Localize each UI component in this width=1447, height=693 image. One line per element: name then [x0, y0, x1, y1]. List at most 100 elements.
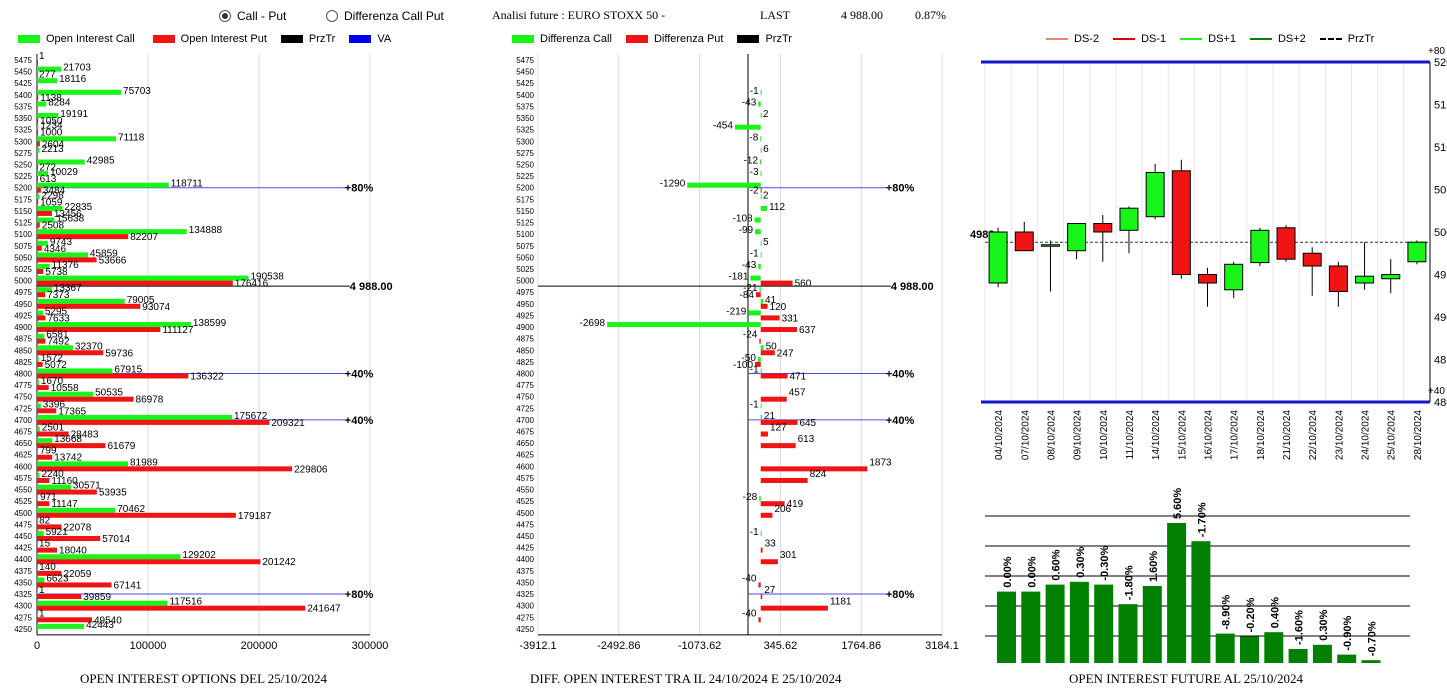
value-label: 637: [799, 325, 816, 336]
value-label: 301: [780, 550, 797, 561]
date-label: 24/10/2024: [1361, 410, 1372, 460]
date-label: 21/10/2024: [1282, 410, 1293, 460]
bar-put: [37, 570, 62, 576]
bar-put: [37, 268, 44, 274]
legend-right: DS-2 DS-1 DS+1 DS+2 PrzTr: [1046, 33, 1388, 45]
value-label: 45859: [90, 248, 118, 259]
bar-put: [37, 60, 38, 65]
value-label: 27: [764, 585, 776, 596]
value-label: 971: [40, 492, 57, 503]
bar-put: [37, 617, 92, 623]
strike-label: 4250: [14, 625, 32, 634]
value-label: -1: [750, 248, 759, 259]
value-label: 1572: [41, 353, 64, 364]
bar-call: [760, 240, 762, 246]
value-label: 57014: [102, 534, 130, 545]
bar-put: [37, 141, 40, 147]
legend-item-put: Open Interest Put: [152, 33, 267, 45]
strike-label: 5200: [14, 184, 32, 193]
bar-value-label: 0.60%: [1051, 549, 1063, 580]
value-label: 112: [769, 202, 785, 213]
bar-put: [760, 396, 787, 402]
value-label: -99: [739, 225, 754, 236]
bar-put: [37, 222, 40, 228]
strike-label: 5250: [14, 160, 32, 169]
bar-call: [760, 113, 762, 119]
strike-label: 4350: [516, 578, 534, 587]
bar-put: [760, 327, 797, 333]
value-label: 3484: [43, 186, 66, 197]
candle-body: [1119, 207, 1139, 231]
legend-item-diff-put: Differenza Put: [625, 33, 723, 45]
value-label: 2213: [41, 144, 64, 155]
strike-label: 4950: [516, 300, 534, 309]
bar-call: [37, 600, 168, 606]
bar-put: [37, 605, 306, 611]
value-label: 3396: [43, 399, 66, 410]
bar-call: [754, 217, 761, 223]
value-label: 471: [790, 371, 807, 382]
y-tick-label: 5050: [1434, 185, 1447, 197]
value-label: 13742: [54, 453, 82, 464]
value-label: -100: [733, 360, 753, 371]
strike-label: 5175: [14, 195, 32, 204]
prztr-label: 4 988.00: [350, 281, 393, 293]
value-label: 21: [764, 411, 776, 422]
value-label: 129202: [182, 550, 216, 561]
strike-label: 4400: [516, 555, 534, 564]
bar-call: [37, 368, 113, 374]
legend-swatch: [1319, 38, 1342, 40]
value-label: 127: [770, 423, 787, 434]
value-label: 2240: [41, 469, 64, 480]
radio-unselected-icon[interactable]: [326, 10, 338, 22]
strike-label: 4375: [14, 567, 32, 576]
value-label: 209321: [271, 418, 305, 429]
bar-put: [37, 303, 141, 309]
radio-selected-icon[interactable]: [219, 10, 231, 22]
strike-label: 4800: [516, 369, 534, 378]
bar-call: [760, 159, 762, 165]
x-tick-label: 3184.1: [925, 640, 959, 652]
strike-label: 4325: [14, 590, 32, 599]
bar-put: [37, 559, 261, 565]
bar-put: [760, 373, 788, 379]
bar-put: [37, 536, 101, 542]
value-label: 22835: [64, 202, 92, 213]
candle-body: [1328, 265, 1348, 292]
value-label: 175672: [234, 411, 268, 422]
bar-call: [37, 322, 191, 328]
strike-label: 4875: [14, 335, 32, 344]
bar-put: [758, 617, 761, 623]
bar-put: [37, 292, 46, 298]
value-label: -1290: [660, 179, 686, 190]
value-label: -181: [728, 272, 748, 283]
legend-text: DS+2: [1277, 33, 1306, 45]
bar-future-oi: [1337, 654, 1357, 663]
bar-call: [37, 623, 85, 629]
strike-label: 4625: [14, 451, 32, 460]
radio-diff[interactable]: Differenza Call Put: [326, 9, 444, 23]
bar-put: [37, 338, 46, 344]
value-label: 9743: [50, 237, 73, 248]
x-tick-label: 200000: [241, 640, 278, 652]
value-label: 331: [782, 313, 799, 324]
radio-call-put[interactable]: Call - Put: [219, 9, 286, 23]
x-tick-label: 0: [34, 640, 40, 652]
strike-label: 5025: [516, 265, 534, 274]
bar-call: [758, 101, 761, 107]
strike-label: 4600: [516, 462, 534, 471]
date-label: 25/10/2024: [1387, 410, 1398, 460]
bar-call: [37, 333, 45, 339]
value-label: 1: [39, 608, 45, 619]
page-title: Analisi future : EURO STOXX 50 -: [492, 8, 666, 22]
bar-put: [37, 489, 97, 495]
bar-put: [760, 477, 808, 483]
bar-future-oi: [1361, 660, 1381, 663]
strike-label: 4550: [516, 486, 534, 495]
legend-text: Open Interest Put: [180, 33, 267, 45]
strike-label: 5450: [14, 68, 32, 77]
legend-item-diff-call: Differenza Call: [512, 33, 612, 45]
value-label: 118711: [171, 179, 203, 190]
strike-label: 4750: [516, 393, 534, 402]
strike-label: 4925: [516, 311, 534, 320]
